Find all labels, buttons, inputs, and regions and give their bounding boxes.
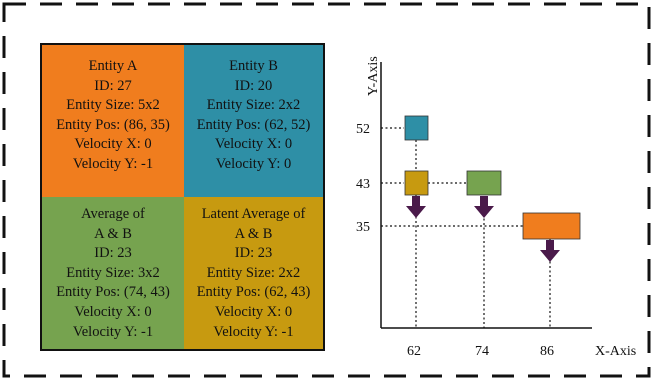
latent-line: Velocity X: 0 bbox=[214, 303, 293, 320]
entity-a-line: ID: 27 bbox=[94, 77, 132, 94]
latent-average-card: Latent Average of A & B ID: 23 Entity Si… bbox=[184, 197, 323, 349]
entity-a-box bbox=[522, 212, 581, 240]
entity-b-card: Entity B ID: 20 Entity Size: 2x2 Entity … bbox=[184, 45, 323, 197]
entity-a-line: Velocity X: 0 bbox=[74, 136, 152, 153]
latent-line: Entity Pos: (62, 43) bbox=[196, 284, 311, 301]
y-tick-label: 52 bbox=[356, 122, 370, 137]
entity-b-line: ID: 20 bbox=[234, 77, 273, 94]
average-line: Entity Size: 3x2 bbox=[66, 264, 160, 281]
entity-b-line: Velocity X: 0 bbox=[214, 136, 293, 153]
latent-line: ID: 23 bbox=[234, 245, 273, 262]
entity-a-line: Entity Pos: (86, 35) bbox=[56, 116, 170, 133]
y-tick-label: 35 bbox=[356, 220, 370, 235]
entity-a-card: Entity A ID: 27 Entity Size: 5x2 Entity … bbox=[42, 45, 184, 197]
x-tick-label: 62 bbox=[407, 344, 421, 359]
average-line: ID: 23 bbox=[94, 245, 132, 262]
entity-b-box bbox=[404, 115, 429, 141]
average-line: Average of bbox=[81, 206, 145, 222]
x-axis-label: X-Axis bbox=[595, 344, 636, 359]
latent-line: Latent Average of bbox=[201, 206, 306, 222]
average-a-b-box bbox=[466, 170, 502, 196]
y-axis-label: Y-Axis bbox=[366, 56, 381, 96]
down-arrow-icon bbox=[406, 196, 426, 218]
x-tick-label: 86 bbox=[540, 344, 554, 359]
latent-line: A & B bbox=[234, 225, 273, 242]
latent-line: Velocity Y: -1 bbox=[213, 323, 294, 340]
velocity-arrows bbox=[406, 196, 560, 262]
down-arrow-icon bbox=[540, 240, 560, 262]
down-arrow-icon bbox=[474, 196, 494, 218]
average-line: Velocity X: 0 bbox=[74, 303, 152, 320]
average-a-b-card: Average of A & B ID: 23 Entity Size: 3x2… bbox=[42, 197, 184, 349]
average-line: Entity Pos: (74, 43) bbox=[56, 284, 170, 301]
entity-a-line: Velocity Y: -1 bbox=[72, 155, 154, 172]
y-tick-label: 43 bbox=[356, 177, 370, 192]
average-line: A & B bbox=[94, 225, 132, 242]
entity-grid: Entity A ID: 27 Entity Size: 5x2 Entity … bbox=[40, 43, 325, 351]
x-tick-label: 74 bbox=[475, 344, 489, 359]
entity-a-line: Entity A bbox=[88, 58, 138, 74]
entity-b-line: Entity Pos: (62, 52) bbox=[196, 116, 311, 133]
entity-b-line: Velocity Y: 0 bbox=[215, 155, 292, 172]
entity-a-line: Entity Size: 5x2 bbox=[66, 97, 160, 114]
latent-line: Entity Size: 2x2 bbox=[206, 264, 301, 281]
average-line: Velocity Y: -1 bbox=[72, 323, 154, 340]
latent-average-box bbox=[404, 170, 429, 196]
entity-b-line: Entity Size: 2x2 bbox=[206, 97, 301, 114]
entity-b-line: Entity B bbox=[229, 58, 278, 74]
